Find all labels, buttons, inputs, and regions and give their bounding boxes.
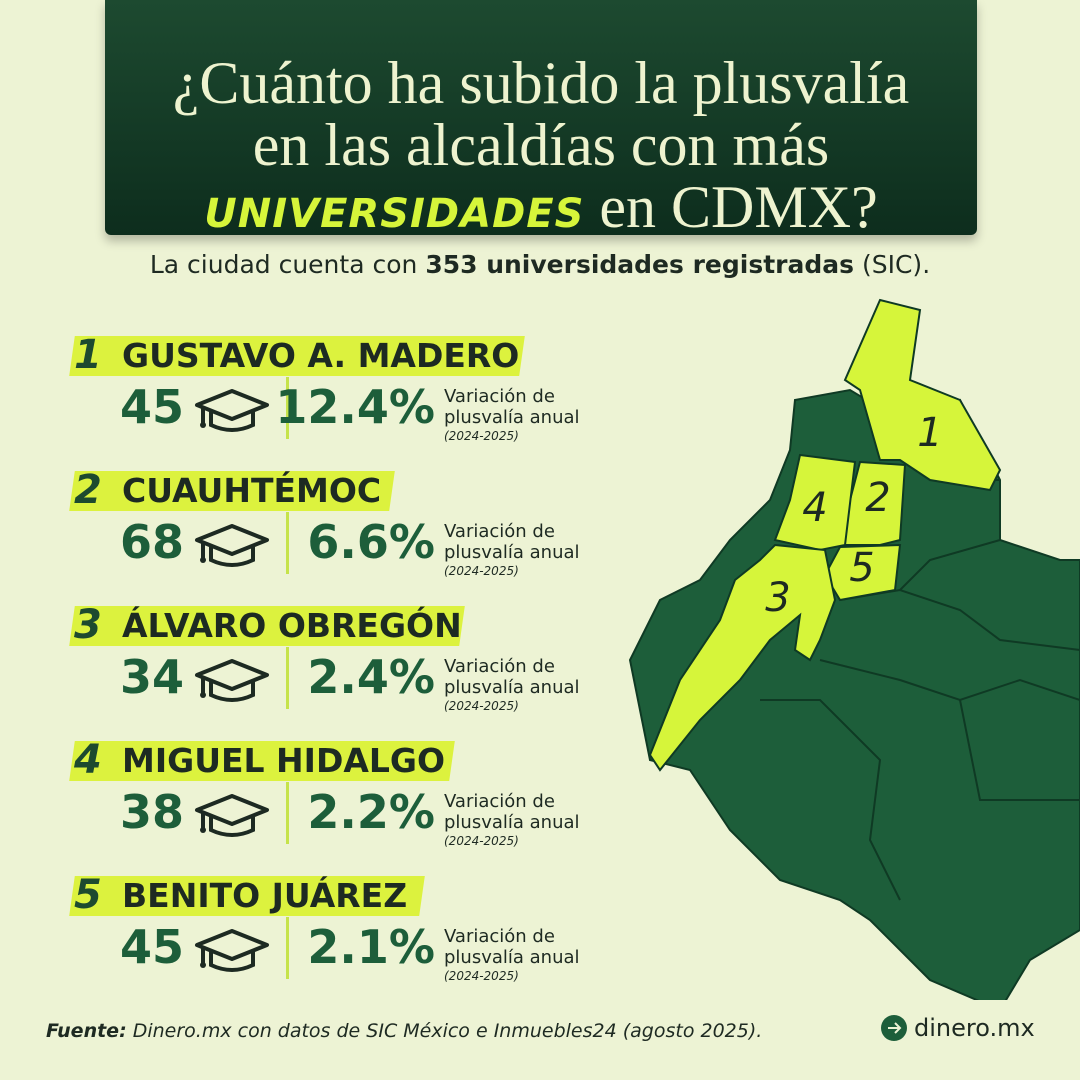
cap <box>193 657 271 711</box>
cap <box>193 522 271 576</box>
footer: Fuente: Dinero.mx con datos de SIC Méxic… <box>46 1020 762 1042</box>
cap-icon <box>195 794 269 837</box>
metric-label: Variación de plusvalía anual <box>444 791 580 833</box>
title-line: ¿Cuánto ha subido la plusvalía <box>172 50 910 116</box>
metric-label: Variación de plusvalía anual <box>444 521 580 563</box>
metric-label: Variación de plusvalía anual <box>444 656 580 698</box>
ranking-item: 1 GUSTAVO A. MADERO 45 12.4% Variación de pl… <box>0 332 640 462</box>
university-count: 38 <box>120 785 185 839</box>
university-count: 68 <box>120 515 185 569</box>
ranking-item: 3 ÁLVARO OBREGÓN 34 2.4% Variación de plusva… <box>0 602 640 732</box>
district-3 <box>648 543 837 772</box>
ranking-item: 4 MIGUEL HIDALGO 38 2.2% Variación de plusva… <box>0 737 640 867</box>
divider <box>286 782 289 844</box>
subtitle-tail: (SIC). <box>861 250 931 279</box>
cap <box>193 792 271 846</box>
rank-number: 1 <box>74 332 102 378</box>
title-box <box>105 0 977 235</box>
divider <box>286 647 289 709</box>
brand: dinero.mx <box>880 1014 1035 1042</box>
ranking-item: 2 CUAUHTÉMOC 68 6.6% Variación de plusvalía … <box>0 467 640 597</box>
district-name: ÁLVARO OBREGÓN <box>122 606 462 645</box>
university-count: 34 <box>120 650 185 704</box>
district-name: BENITO JUÁREZ <box>122 876 408 915</box>
variation-value: 6.6% <box>307 515 435 569</box>
district-1 <box>843 298 1002 492</box>
map-label: 1 <box>917 410 942 456</box>
brand-name: dinero.mx <box>914 1014 1035 1042</box>
rank-number: 4 <box>74 737 102 783</box>
cap <box>193 387 271 441</box>
subtitle-lead: La ciudad cuenta con <box>149 250 418 279</box>
cap-icon <box>195 659 269 702</box>
map-label: 5 <box>849 545 874 591</box>
district-name: MIGUEL HIDALGO <box>122 741 446 780</box>
period: (2024-2025) <box>444 969 519 983</box>
map: 1 2 3 4 5 <box>628 298 1080 1000</box>
variation-value: 2.2% <box>307 785 435 839</box>
variation-value: 2.4% <box>307 650 435 704</box>
map-label: 4 <box>802 485 827 531</box>
rank-number: 3 <box>74 602 102 648</box>
source-label: Fuente: <box>46 1020 127 1042</box>
university-count: 45 <box>120 380 185 434</box>
cap-icon <box>195 524 269 567</box>
highlighted-districts <box>648 298 1002 772</box>
metric-label: Variación de plusvalía anual <box>444 926 580 968</box>
map-label: 2 <box>865 475 890 521</box>
ranking-item: 5 BENITO JUÁREZ 45 2.1% Variación de plusval… <box>0 872 640 1002</box>
title-line: UNIVERSIDADES en CDMX? <box>105 176 977 245</box>
brand-icon <box>881 1015 907 1041</box>
district-name: GUSTAVO A. MADERO <box>122 336 520 375</box>
title-line: en las alcaldías con más <box>252 112 830 178</box>
district-name: CUAUHTÉMOC <box>122 471 382 510</box>
variation-value: 2.1% <box>307 920 435 974</box>
rank-number: 2 <box>74 467 102 513</box>
cap-icon <box>195 389 269 432</box>
rank-number: 5 <box>74 872 102 918</box>
cap-icon <box>195 929 269 972</box>
cap <box>193 927 271 981</box>
university-count: 45 <box>120 920 185 974</box>
source-text: Dinero.mx con datos de SIC México e Inmu… <box>132 1020 763 1042</box>
map-label: 3 <box>765 575 790 621</box>
subtitle: La ciudad cuenta con 353 universidades r… <box>0 250 1080 279</box>
title-end: en CDMX? <box>599 174 878 240</box>
period: (2024-2025) <box>444 699 519 713</box>
period: (2024-2025) <box>444 564 519 578</box>
variation-value: 12.4% <box>275 380 435 434</box>
period: (2024-2025) <box>444 834 519 848</box>
divider <box>286 917 289 979</box>
title-highlight: UNIVERSIDADES <box>204 191 585 237</box>
divider <box>286 512 289 574</box>
divider <box>286 377 289 439</box>
period: (2024-2025) <box>444 429 519 443</box>
subtitle-bold: 353 universidades registradas <box>425 250 855 279</box>
metric-label: Variación de plusvalía anual <box>444 386 580 428</box>
